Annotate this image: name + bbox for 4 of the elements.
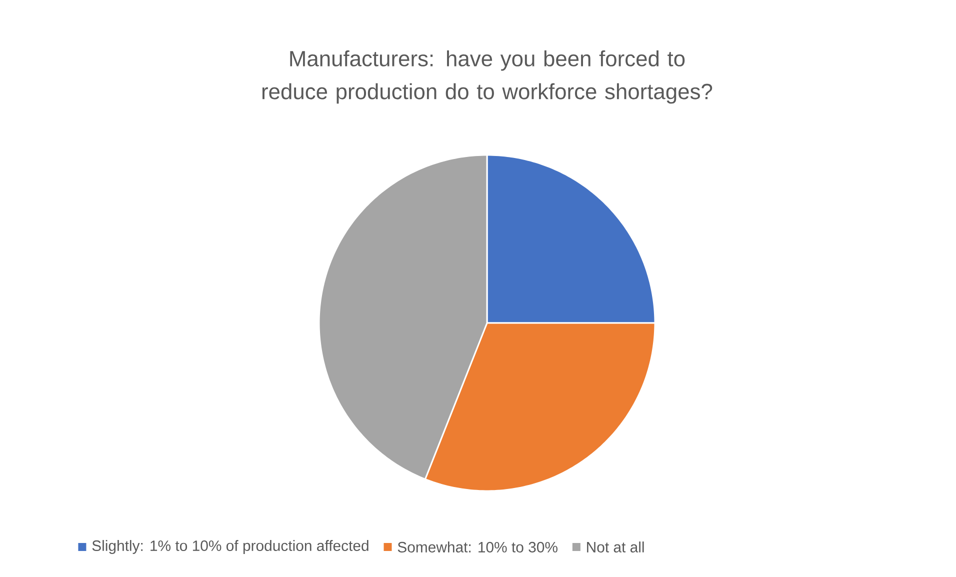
chart-title: Manufacturers: have you been forced to reduce production do to workforce shortages? <box>262 50 712 104</box>
legend-label: Not at all <box>587 542 644 552</box>
legend-label: Somewhat: 10% to 30% <box>398 542 558 552</box>
legend-label: Slightly: 1% to 10% of production affected <box>92 540 368 554</box>
